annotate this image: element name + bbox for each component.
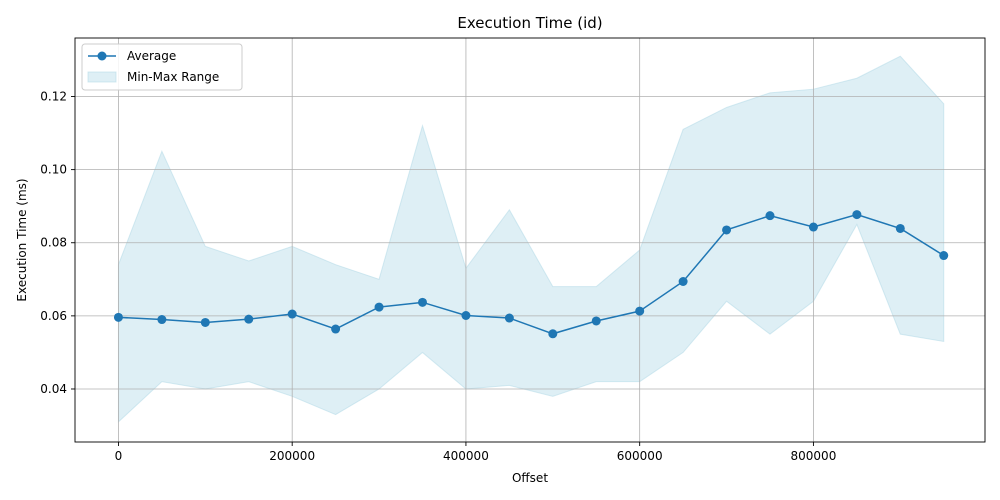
legend-average-marker	[97, 51, 107, 61]
y-tick-label-0: 0.04	[40, 382, 67, 396]
average-point-17	[852, 210, 862, 220]
y-tick-label-3: 0.10	[40, 163, 67, 177]
average-point-9	[504, 313, 514, 323]
average-point-12	[635, 306, 645, 316]
average-point-16	[808, 222, 818, 232]
axes-frame	[74, 37, 986, 443]
average-point-10	[548, 329, 558, 339]
average-point-19	[939, 251, 949, 261]
average-point-6	[374, 302, 384, 312]
x-axis-title: Offset	[512, 471, 548, 485]
legend-range-label: Min-Max Range	[127, 70, 219, 84]
y-axis-title: Execution Time (ms)	[15, 178, 29, 301]
y-tick-label-1: 0.06	[40, 309, 67, 323]
x-tick-label-4: 800000	[791, 449, 837, 463]
average-point-8	[461, 310, 471, 320]
legend-box	[81, 43, 243, 91]
legend-average-label: Average	[127, 49, 176, 63]
average-point-2	[200, 317, 210, 327]
average-point-11	[591, 316, 601, 326]
average-line	[118, 213, 945, 335]
average-point-7	[417, 297, 427, 307]
legend-range-swatch	[87, 71, 117, 83]
average-point-18	[895, 223, 905, 233]
chart-title: Execution Time (id)	[457, 14, 602, 32]
x-tick-label-0: 0	[115, 449, 123, 463]
average-point-13	[678, 276, 688, 286]
average-point-5	[331, 324, 341, 334]
legend: Average Min-Max Range	[81, 43, 243, 91]
y-tick-label-2: 0.08	[40, 236, 67, 250]
average-point-0	[113, 312, 123, 322]
average-point-4	[287, 309, 297, 319]
x-tick-label-1: 200000	[269, 449, 315, 463]
average-point-15	[765, 211, 775, 221]
min-max-range-area	[117, 55, 945, 424]
average-point-1	[157, 315, 167, 325]
y-tick-label-4: 0.12	[40, 89, 67, 103]
average-point-14	[722, 225, 732, 235]
average-point-3	[244, 314, 254, 324]
plot-area: 0 200000 400000 600000 800000 0.04 0.06 0.08 0.1…	[15, 14, 986, 485]
x-tick-label-3: 600000	[617, 449, 663, 463]
x-tick-label-2: 400000	[443, 449, 489, 463]
